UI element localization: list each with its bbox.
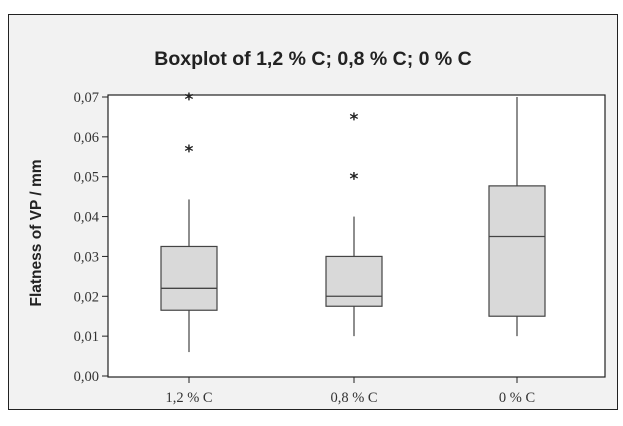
y-axis: 0,00 0,01 0,02 0,03 0,04 0,05 0,06 0,07 [74, 90, 108, 385]
box-3 [488, 97, 546, 337]
x-tick-label: 0 % C [499, 390, 535, 406]
x-tick-label: 1,2 % C [165, 390, 212, 406]
boxes-layer: **** [160, 90, 546, 353]
iqr-box [160, 245, 218, 311]
chart-frame: Boxplot of 1,2 % C; 0,8 % C; 0 % C 0,00 0… [8, 14, 618, 410]
y-tick-label: 0,04 [74, 210, 100, 226]
iqr-box [325, 255, 383, 307]
y-tick-label: 0,05 [74, 170, 99, 186]
y-axis-label: Flatness of VP / mm [28, 159, 45, 306]
outlier-point: * [350, 170, 359, 190]
x-tick-label: 0,8 % C [330, 390, 377, 406]
outlier-point: * [185, 90, 194, 110]
chart-title: Boxplot of 1,2 % C; 0,8 % C; 0 % C [154, 48, 471, 70]
y-tick-label: 0,00 [74, 369, 99, 385]
box-1: ** [160, 90, 218, 353]
y-tick-label: 0,06 [74, 130, 99, 146]
y-tick-label: 0,03 [74, 249, 99, 265]
y-tick-label: 0,01 [74, 329, 99, 345]
y-tick-label: 0,02 [74, 289, 99, 305]
box-2: ** [325, 110, 383, 337]
x-axis: 1,2 % C 0,8 % C 0 % C [165, 377, 535, 406]
y-tick-label: 0,07 [74, 90, 99, 106]
outlier-point: * [185, 142, 194, 162]
boxplot-chart: Boxplot of 1,2 % C; 0,8 % C; 0 % C 0,000… [28, 48, 606, 406]
iqr-box [488, 185, 546, 317]
outlier-point: * [350, 110, 359, 130]
